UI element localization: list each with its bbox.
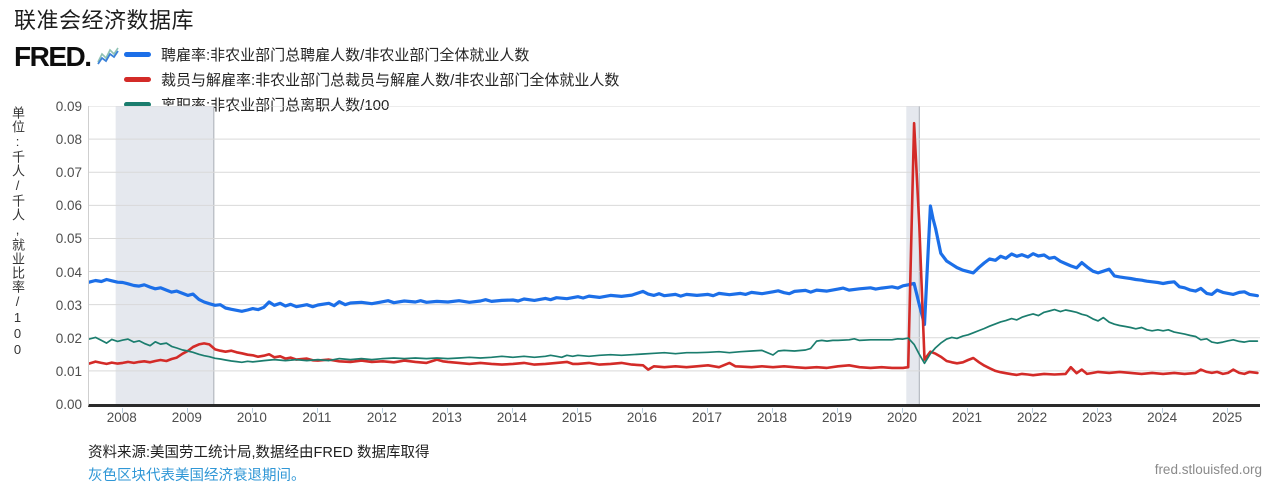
y-tick-label: 0.04	[55, 264, 82, 280]
y-tick-label: 0.01	[55, 363, 82, 379]
x-tick-mark	[1162, 408, 1164, 413]
x-tick-label: 2011	[302, 410, 332, 425]
y-tick-label: 0.08	[55, 132, 82, 148]
x-tick-mark	[511, 408, 513, 413]
plot-area[interactable]	[88, 106, 1260, 407]
series-line-2	[89, 308, 1259, 365]
legend-label: 裁员与解雇率:非农业部门总裁员与解雇人数/非农业部门全体就业人数	[161, 72, 620, 89]
x-tick-label: 2023	[1082, 410, 1113, 425]
x-tick-mark	[1227, 408, 1229, 413]
x-tick-mark	[251, 408, 253, 413]
legend-item-layoffs[interactable]: 裁员与解雇率:非农业部门总裁员与解雇人数/非农业部门全体就业人数	[124, 67, 619, 92]
y-tick-label: 0.03	[55, 297, 82, 313]
chart-canvas	[89, 106, 1260, 404]
x-tick-label: 2013	[431, 410, 462, 425]
legend-item-hires[interactable]: 聘雇率:非农业部门总聘雇人数/非农业部门全体就业人数	[124, 42, 619, 67]
layoffs-series-swatch	[124, 77, 151, 82]
x-tick-label: 2025	[1212, 410, 1243, 425]
x-tick-mark	[186, 408, 188, 413]
x-tick-label: 2017	[691, 410, 722, 425]
hires-series-swatch	[124, 52, 151, 57]
fred-logo: FRED.	[14, 41, 92, 72]
x-tick-mark	[1032, 408, 1034, 413]
data-source-note: 资料来源:美国劳工统计局,数据经由FRED 数据库取得	[88, 445, 430, 461]
x-tick-label: 2024	[1147, 410, 1178, 425]
y-tick-label: 0.06	[55, 198, 82, 214]
x-tick-label: 2021	[952, 410, 983, 425]
fred-site-url[interactable]: fred.stlouisfed.org	[1154, 462, 1262, 477]
fred-line-chart-icon	[97, 47, 119, 65]
x-tick-mark	[381, 408, 383, 413]
x-tick-label: 2016	[626, 410, 657, 425]
x-tick-mark	[641, 408, 643, 413]
x-tick-label: 2014	[496, 410, 527, 425]
page-title: 联准会经济数据库	[14, 8, 195, 33]
series-line-1	[89, 121, 1259, 377]
y-tick-label: 0.05	[55, 231, 82, 247]
x-tick-mark	[967, 408, 969, 413]
x-tick-label: 2008	[106, 410, 137, 425]
recession-band	[115, 106, 214, 404]
x-tick-label: 2022	[1017, 410, 1048, 425]
legend-label: 聘雇率:非农业部门总聘雇人数/非农业部门全体就业人数	[161, 47, 530, 64]
x-tick-mark	[121, 408, 123, 413]
x-tick-label: 2010	[236, 410, 267, 425]
x-tick-label: 2018	[756, 410, 788, 425]
x-tick-label: 2015	[561, 410, 592, 425]
x-tick-mark	[837, 408, 839, 413]
y-tick-label: 0.09	[55, 99, 82, 114]
y-tick-label: 0.07	[55, 165, 82, 181]
x-tick-mark	[446, 408, 448, 413]
y-axis-unit-label: 单位:千人/千人,就业比率/100	[10, 106, 25, 358]
y-tick-label: 0.02	[55, 330, 82, 346]
x-tick-mark	[706, 408, 708, 413]
recession-note-link[interactable]: 灰色区块代表美国经济衰退期间。	[88, 468, 306, 484]
x-tick-mark	[316, 408, 318, 413]
x-tick-label: 2019	[821, 410, 853, 425]
x-tick-label: 2020	[887, 410, 918, 425]
series-line-0	[89, 204, 1260, 327]
y-tick-label: 0.00	[55, 397, 82, 412]
x-tick-mark	[576, 408, 578, 413]
x-tick-label: 2009	[171, 410, 202, 425]
x-tick-label: 2012	[366, 410, 397, 425]
quits-series-swatch	[124, 102, 151, 107]
x-tick-mark	[902, 408, 904, 413]
x-tick-mark	[1097, 408, 1099, 413]
x-tick-mark	[772, 408, 773, 413]
